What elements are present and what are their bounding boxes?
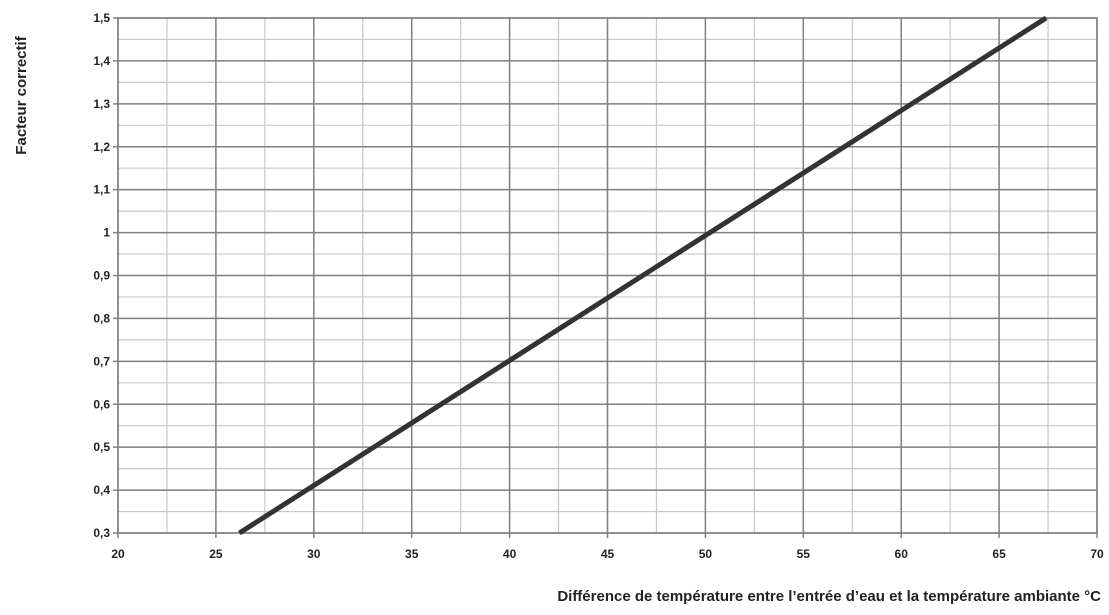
x-tick-label: 20 <box>111 547 125 561</box>
x-tick-label: 25 <box>209 547 223 561</box>
y-tick-label: 0,3 <box>93 526 110 540</box>
y-tick-label: 1,3 <box>93 97 110 111</box>
y-tick-label: 1 <box>103 226 110 240</box>
y-tick-label: 1,2 <box>93 140 110 154</box>
y-axis-ticks: 0,3 0,4 0,5 0,6 0,7 0,8 0,9 1 1,1 1,2 1,3 1,4 1,5 <box>93 11 110 540</box>
x-tick-label: 35 <box>405 547 419 561</box>
y-tick-label: 0,4 <box>93 483 110 497</box>
y-axis-title: Facteur correctif <box>13 35 30 154</box>
x-tick-label: 65 <box>992 547 1006 561</box>
x-tick-label: 50 <box>699 547 713 561</box>
series-layer <box>238 15 1048 536</box>
x-tick-label: 60 <box>895 547 909 561</box>
y-tick-label: 0,6 <box>93 397 110 411</box>
y-tick-label: 1,5 <box>93 11 110 25</box>
y-tick-label: 1,1 <box>93 183 110 197</box>
x-tick-label: 40 <box>503 547 517 561</box>
major-grid <box>113 17 1098 538</box>
x-tick-label: 45 <box>601 547 615 561</box>
x-tick-label: 70 <box>1090 547 1104 561</box>
series-line <box>238 15 1048 536</box>
y-tick-label: 0,5 <box>93 440 110 454</box>
x-tick-label: 55 <box>797 547 811 561</box>
x-tick-label: 30 <box>307 547 321 561</box>
plot-frame <box>117 17 1098 534</box>
y-tick-label: 0,9 <box>93 269 110 283</box>
y-tick-label: 0,7 <box>93 354 110 368</box>
y-tick-label: 1,4 <box>93 54 110 68</box>
y-tick-label: 0,8 <box>93 311 110 325</box>
x-axis-title: Différence de température entre l’entrée… <box>557 588 1101 605</box>
x-axis-ticks: 20 25 30 35 40 45 50 55 60 65 70 <box>111 547 1104 561</box>
